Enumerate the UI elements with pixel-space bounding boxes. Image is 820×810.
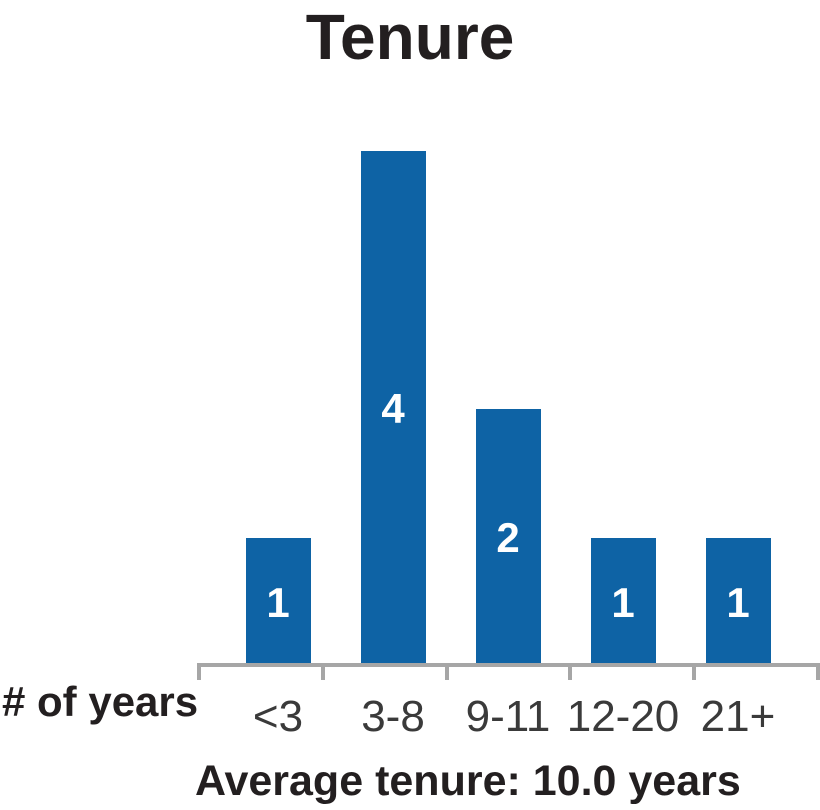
x-axis-line (197, 663, 820, 667)
axis-tick (568, 663, 573, 680)
axis-tick (444, 663, 449, 680)
category-label: 12-20 (566, 692, 680, 741)
axis-tick (816, 663, 820, 680)
bar-value-label: 4 (381, 385, 405, 432)
bar: 1 (705, 538, 771, 667)
average-tenure-note: Average tenure: 10.0 years (195, 757, 741, 805)
bar-value-label: 1 (611, 578, 635, 626)
bar-value-label: 1 (726, 578, 750, 626)
bar: 4 (360, 151, 426, 667)
chart-title: Tenure (305, 1, 515, 73)
axis-tick (197, 663, 201, 680)
category-label: <3 (252, 692, 304, 741)
axis-tick (320, 663, 325, 680)
bar: 1 (245, 538, 311, 667)
bar-value-label: 1 (266, 578, 290, 626)
category-label: 3-8 (361, 692, 425, 741)
bar: 2 (475, 409, 541, 667)
bar-value-label: 2 (496, 514, 520, 561)
bar: 1 (590, 538, 656, 667)
axis-tick (692, 663, 697, 680)
category-label: 9-11 (465, 692, 551, 741)
category-label: 21+ (700, 692, 776, 741)
x-axis-title: # of years (2, 678, 199, 725)
